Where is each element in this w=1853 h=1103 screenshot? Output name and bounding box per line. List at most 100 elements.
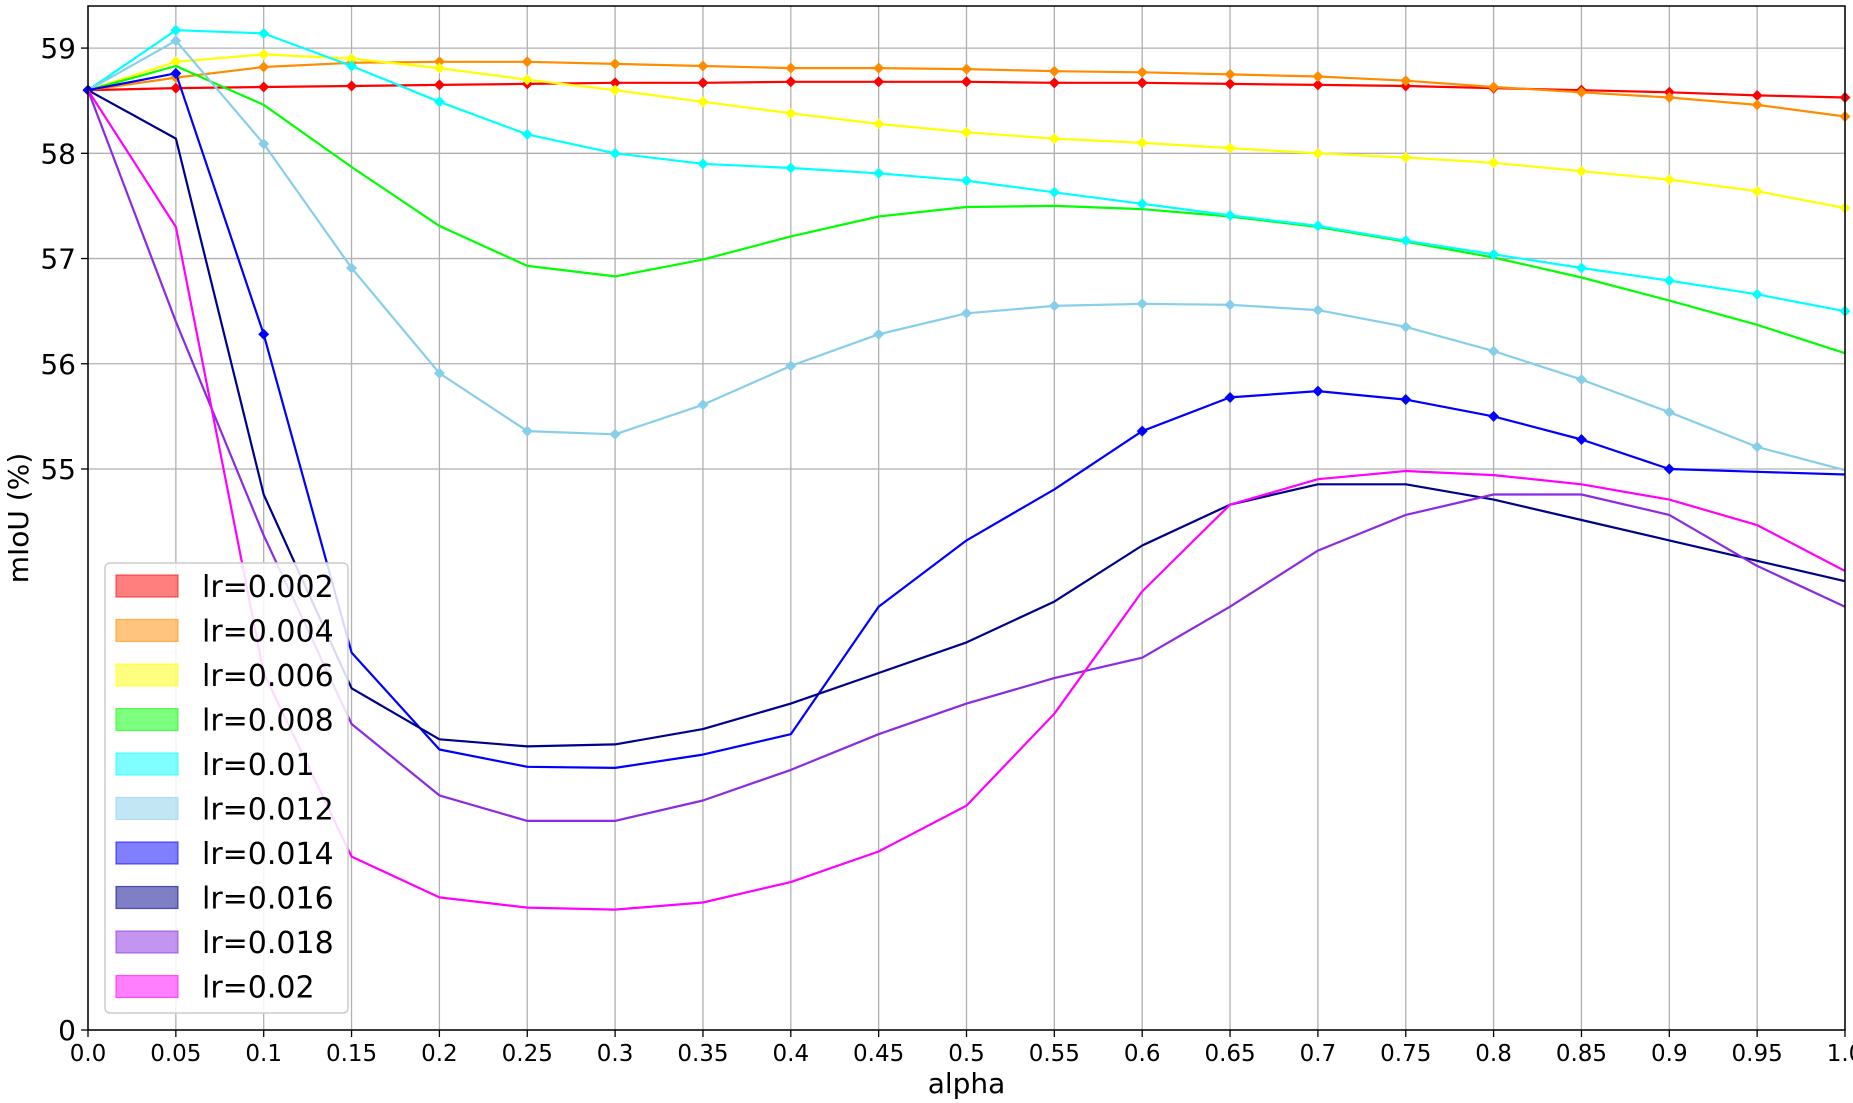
data-point	[873, 328, 885, 340]
data-point	[1312, 385, 1324, 397]
data-point	[1048, 77, 1060, 89]
x-tick-label: 0.45	[853, 1041, 904, 1067]
data-point	[1575, 374, 1587, 386]
data-point	[1224, 209, 1236, 221]
data-point	[1575, 434, 1587, 446]
legend-swatch	[115, 841, 179, 865]
x-tick-label: 0.25	[502, 1041, 553, 1067]
data-point	[697, 96, 709, 108]
legend-item: lr=0.02	[115, 971, 315, 1006]
data-point	[1663, 406, 1675, 418]
data-point	[1751, 185, 1763, 197]
data-point	[1400, 235, 1412, 247]
series-line	[87, 64, 1846, 355]
x-tick-label: 0.95	[1732, 1041, 1783, 1067]
legend-item: lr=0.008	[115, 704, 334, 739]
data-point	[1400, 75, 1412, 87]
data-point	[961, 175, 972, 187]
data-point	[433, 79, 445, 91]
data-point	[1400, 321, 1412, 333]
data-point	[1663, 174, 1675, 186]
data-point	[961, 126, 972, 138]
legend-item: lr=0.006	[115, 659, 334, 694]
legend-item: lr=0.016	[115, 882, 334, 917]
series-line	[87, 89, 1846, 748]
y-tick-label: 56	[40, 348, 76, 381]
legend-label: lr=0.002	[202, 570, 334, 605]
data-point	[1136, 77, 1148, 89]
data-point	[258, 138, 270, 150]
series-lr=0.014	[82, 67, 1846, 770]
data-point	[1488, 248, 1500, 260]
y-tick-label: 0	[58, 1014, 76, 1047]
data-point	[873, 167, 885, 179]
data-point	[1312, 71, 1324, 83]
legend-swatch	[115, 885, 179, 910]
data-point	[346, 262, 358, 274]
data-point	[609, 58, 621, 70]
data-point	[1048, 300, 1060, 312]
data-point	[433, 62, 445, 74]
data-point	[873, 76, 885, 88]
data-point	[785, 62, 797, 74]
x-tick-label: 0.15	[326, 1041, 377, 1067]
data-point	[1224, 391, 1236, 403]
x-tick-label: 0.8	[1475, 1041, 1512, 1067]
legend: lr=0.002 lr=0.004 lr=0.006 lr=0.008 lr=0.01 l…	[104, 562, 349, 1014]
data-point	[1136, 198, 1148, 210]
data-point	[1575, 86, 1587, 98]
series-lr=0.018	[86, 89, 1846, 823]
x-tick-label: 0.85	[1556, 1041, 1607, 1067]
data-point	[1751, 288, 1763, 300]
legend-item: lr=0.004	[115, 615, 334, 650]
y-tick-label: 57	[40, 243, 76, 276]
data-point	[1751, 89, 1763, 101]
legend-swatch	[115, 707, 179, 732]
data-point	[785, 360, 797, 372]
x-tick-label: 0.1	[245, 1041, 282, 1067]
data-point	[1575, 262, 1587, 274]
data-point	[1488, 345, 1500, 357]
data-point	[961, 76, 972, 88]
data-point	[433, 367, 445, 379]
data-point	[873, 62, 885, 74]
data-point	[697, 399, 709, 411]
data-point	[873, 118, 885, 130]
series-lr=0.016	[87, 89, 1846, 748]
legend-swatch	[115, 574, 179, 598]
legend-label: lr=0.02	[202, 971, 315, 1006]
legend-item: lr=0.014	[115, 837, 334, 872]
legend-swatch	[115, 663, 179, 687]
y-tick-label: 58	[40, 137, 76, 170]
series-line	[87, 72, 1846, 770]
data-point	[258, 48, 270, 60]
legend-swatch	[115, 930, 179, 954]
data-point	[521, 425, 533, 437]
series-lr=0.008	[87, 64, 1846, 355]
data-point	[258, 328, 270, 340]
data-point	[1751, 441, 1763, 453]
legend-item: lr=0.018	[115, 926, 334, 961]
data-point	[170, 67, 182, 79]
legend-items: lr=0.002 lr=0.004 lr=0.006 lr=0.008 lr=0.01 l…	[115, 570, 334, 1006]
series-line	[87, 89, 1846, 911]
x-tick-label: 0.6	[1124, 1041, 1161, 1067]
legend-label: lr=0.012	[202, 793, 334, 828]
data-point	[1663, 275, 1675, 287]
series-lines	[82, 24, 1851, 911]
data-point	[697, 77, 709, 89]
data-point	[961, 307, 972, 319]
data-point	[785, 107, 797, 119]
data-point	[1136, 425, 1148, 437]
data-point	[258, 61, 270, 73]
legend-label: lr=0.01	[202, 748, 315, 783]
data-point	[1488, 157, 1500, 169]
data-point	[1488, 81, 1500, 93]
series-lr=0.02	[87, 89, 1846, 911]
data-point	[609, 428, 621, 440]
data-point	[1663, 463, 1675, 475]
data-point	[1224, 78, 1236, 90]
x-tick-label: 0.4	[773, 1041, 810, 1067]
data-point	[1312, 147, 1324, 159]
